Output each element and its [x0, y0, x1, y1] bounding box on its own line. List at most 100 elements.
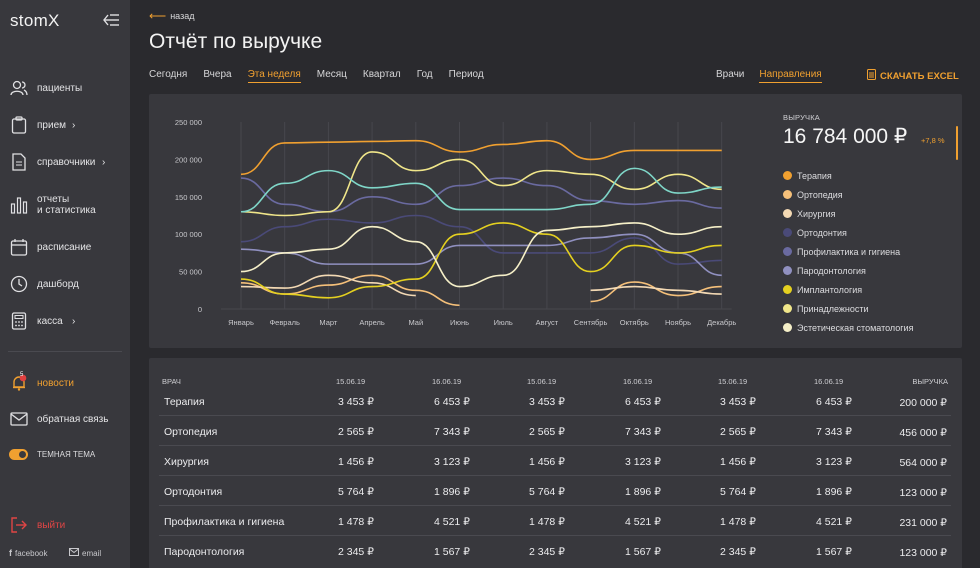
row-value: 4 521 ₽ [625, 516, 661, 528]
row-value: 1 478 ₽ [720, 516, 756, 528]
row-revenue: 231 000 ₽ [899, 517, 947, 529]
calendar-icon [9, 237, 29, 257]
tab-view-1[interactable]: Направления [759, 69, 822, 83]
tab-period-6[interactable]: Период [448, 69, 484, 80]
legend-item[interactable]: Ортопедия [783, 185, 913, 204]
row-value: 4 521 ₽ [434, 516, 470, 528]
legend-item[interactable]: Хирургия [783, 204, 913, 223]
legend-item[interactable]: Терапия [783, 166, 913, 185]
tab-period-3[interactable]: Месяц [316, 69, 347, 80]
row-value: 7 343 ₽ [625, 426, 661, 438]
table-header[interactable]: 16.06.19 [814, 377, 844, 386]
sidebar-item-4[interactable]: расписание [0, 232, 130, 262]
table-header[interactable]: 15.06.19 [527, 377, 557, 386]
revenue-delta: +7,8 % [921, 136, 945, 145]
legend-label: Хирургия [797, 208, 836, 219]
legend-item[interactable]: Ортодонтия [783, 223, 913, 242]
legend-label: Ортопедия [797, 189, 843, 200]
arrow-left-icon: ⟵ [149, 8, 167, 23]
legend-dot-icon [783, 171, 792, 180]
tab-period-0[interactable]: Сегодня [149, 69, 188, 80]
mail-icon [69, 548, 79, 558]
table-row[interactable]: Профилактика и гигиена 1 478 ₽ 4 521 ₽ 1 47… [159, 506, 951, 536]
x-tick-label: Сентябрь [574, 318, 608, 327]
table-row[interactable]: Ортопедия 2 565 ₽ 7 343 ₽ 2 565 ₽ 7 343 ₽ 2 5… [159, 416, 951, 446]
logout-button[interactable]: выйти [0, 510, 130, 540]
revenue-label: ВЫРУЧКА [783, 113, 821, 122]
y-tick-label: 150 000 [175, 193, 202, 202]
sidebar-item-feedback[interactable]: обратная связь [0, 404, 130, 434]
row-value: 1 896 ₽ [625, 486, 661, 498]
row-value: 5 764 ₽ [338, 486, 374, 498]
table-header[interactable]: ВЫРУЧКА [912, 377, 948, 386]
theme-toggle[interactable] [9, 449, 28, 460]
news-badge: 5 [20, 372, 24, 378]
sidebar-item-3[interactable]: отчеты и статистика [0, 190, 130, 220]
sidebar-item-0[interactable]: пациенты [0, 73, 130, 103]
x-tick-label: Октябрь [620, 318, 649, 327]
legend-dot-icon [783, 228, 792, 237]
sidebar-item-label: справочники [37, 156, 96, 168]
legend-label: Принадлежности [797, 303, 869, 314]
row-value: 1 478 ₽ [529, 516, 565, 528]
legend-label: Профилактика и гигиена [797, 246, 901, 257]
tab-period-2[interactable]: Эта неделя [247, 69, 301, 83]
sidebar-item-1[interactable]: прием › [0, 110, 130, 140]
legend-item[interactable]: Принадлежности [783, 299, 913, 318]
excel-file-icon [867, 69, 876, 83]
legend-item[interactable]: Пародонтология [783, 261, 913, 280]
x-tick-label: Декабрь [707, 318, 736, 327]
table-header[interactable]: 16.06.19 [623, 377, 653, 386]
row-value: 6 453 ₽ [434, 396, 470, 408]
tab-period-1[interactable]: Вчера [203, 69, 232, 80]
legend-item[interactable]: Эстетическая стоматология [783, 318, 913, 337]
row-value: 5 764 ₽ [720, 486, 756, 498]
row-direction: Хирургия [164, 456, 209, 468]
row-direction: Ортодонтия [164, 486, 223, 498]
table-header[interactable]: 15.06.19 [718, 377, 748, 386]
table-header[interactable]: 16.06.19 [432, 377, 462, 386]
collapse-sidebar-icon[interactable] [102, 12, 120, 28]
table-row[interactable]: Ортодонтия 5 764 ₽ 1 896 ₽ 5 764 ₽ 1 896 ₽ 5 … [159, 476, 951, 506]
series-line-7 [240, 151, 722, 217]
row-value: 3 453 ₽ [338, 396, 374, 408]
legend-item[interactable]: Имплантология [783, 280, 913, 299]
series-line-4 [240, 177, 722, 213]
table-header[interactable]: 15.06.19 [336, 377, 366, 386]
revenue-chart-panel: 250 000 200 000 150 000 100 000 50 000 0 Январ… [149, 94, 962, 348]
facebook-link[interactable]: f facebook [9, 548, 47, 558]
download-excel-label: СКАЧАТЬ EXCEL [880, 70, 959, 82]
sidebar-item-2[interactable]: справочники › [0, 147, 130, 177]
legend-label: Терапия [797, 170, 832, 181]
sidebar: stomX пациенты прием › справочники › отчеты и… [0, 0, 130, 568]
sidebar-item-5[interactable]: дашборд [0, 269, 130, 299]
sidebar-item-label: прием [37, 119, 66, 131]
tab-period-4[interactable]: Квартал [362, 69, 401, 80]
legend-dot-icon [783, 209, 792, 218]
download-excel-button[interactable]: СКАЧАТЬ EXCEL [867, 69, 959, 83]
back-link[interactable]: ⟵ назад [149, 8, 194, 23]
legend-label: Ортодонтия [797, 227, 847, 238]
app-logo: stomX [10, 11, 60, 30]
calculator-icon [9, 311, 29, 331]
legend-dot-icon [783, 247, 792, 256]
row-value: 6 453 ₽ [625, 396, 661, 408]
email-label: email [82, 548, 102, 558]
email-link[interactable]: email [69, 548, 101, 558]
table-header: ВРАЧ [162, 377, 181, 386]
row-revenue: 123 000 ₽ [899, 547, 947, 559]
x-tick-label: Март [319, 318, 338, 327]
table-row[interactable]: Хирургия 1 456 ₽ 3 123 ₽ 1 456 ₽ 3 123 ₽ 1 45… [159, 446, 951, 476]
tab-view-0[interactable]: Врачи [716, 69, 745, 80]
facebook-label: facebook [15, 548, 48, 558]
table-row[interactable]: Терапия 3 453 ₽ 6 453 ₽ 3 453 ₽ 6 453 ₽ 3 453… [159, 386, 951, 416]
legend-item[interactable]: Профилактика и гигиена [783, 242, 913, 261]
sidebar-item-news[interactable]: 5 новости [0, 368, 130, 398]
sidebar-item-6[interactable]: касса › [0, 306, 130, 336]
sidebar-item-label: касса [37, 315, 63, 327]
row-direction: Ортопедия [164, 426, 218, 438]
tab-period-5[interactable]: Год [416, 69, 433, 80]
legend-scrollbar[interactable] [956, 126, 958, 160]
series-line-5 [240, 233, 722, 277]
table-row[interactable]: Пародонтология 2 345 ₽ 1 567 ₽ 2 345 ₽ 1 567… [159, 536, 951, 566]
